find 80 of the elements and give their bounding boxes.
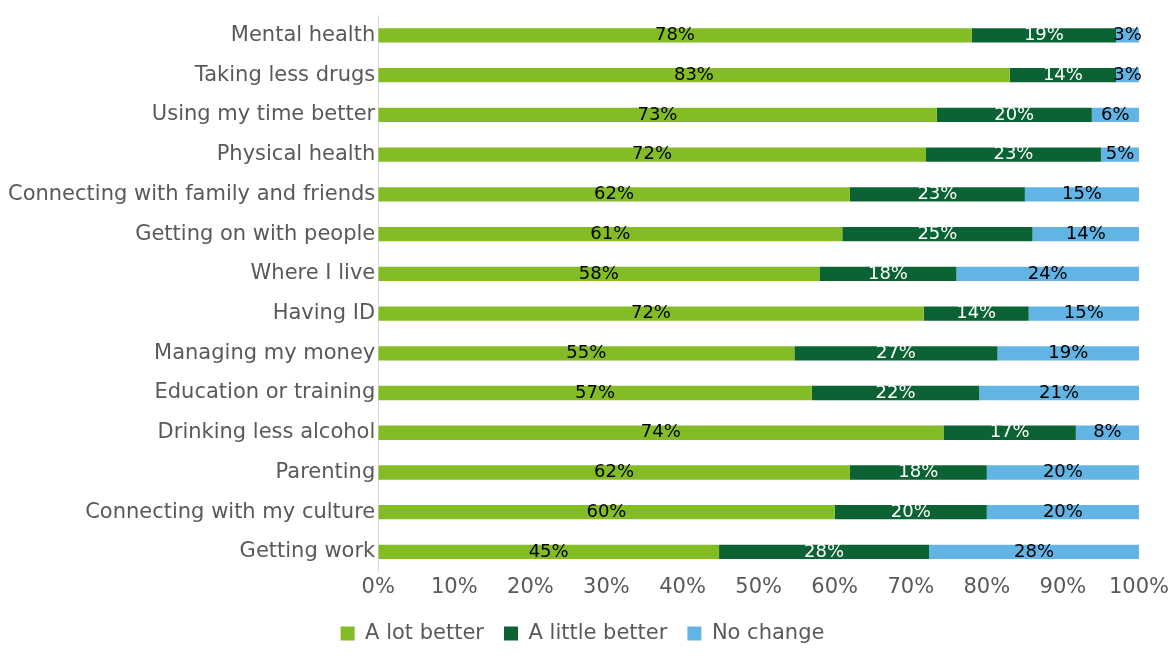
x-tick-label: 90% [1039,573,1087,598]
y-tick-label: Mental health [230,21,376,46]
x-tick-label: 30% [583,573,630,598]
data-label: 14% [1065,221,1106,243]
y-tick-label: Getting on with people [135,220,376,245]
bar [986,465,1139,480]
bar [849,465,987,480]
bar [1028,306,1139,321]
y-tick-label: Getting work [239,538,377,563]
data-label: 5% [1105,142,1135,164]
data-label: 72% [632,142,673,164]
x-tick-label: 10% [430,573,478,598]
bar [378,147,926,162]
y-tick-label: Using my time better [151,101,376,126]
y-tick-label: Having ID [272,300,376,325]
x-tick-label: 0% [361,573,395,598]
bar [378,226,843,242]
data-label: 61% [590,221,631,243]
bar [378,266,820,281]
bar [378,385,812,401]
bar [378,465,850,480]
data-label: 20% [1042,499,1083,521]
data-label: 28% [804,539,845,561]
data-label: 62% [594,182,635,204]
data-label: 15% [1061,182,1102,204]
bar [378,28,972,43]
x-tick-label: 20% [507,573,554,598]
y-tick-label: Education or training [154,379,376,404]
y-tick-label: Connecting with family and friends [7,180,376,205]
data-label: 57% [575,380,616,402]
bar [378,107,937,123]
y-tick-label: Connecting with my culture [85,498,376,523]
data-label: 73% [637,102,678,124]
data-label: 58% [578,261,619,283]
data-label: 21% [1039,380,1080,402]
data-label: 78% [654,23,695,45]
legend-label: A little better [528,619,668,644]
bar [925,147,1101,162]
bar [378,68,1010,83]
data-label: 28% [1013,539,1055,561]
bar [378,505,835,520]
bar [378,187,850,202]
x-tick-label: 80% [963,573,1011,598]
y-tick-label: Physical health [216,141,376,166]
data-label: 55% [566,340,607,362]
bar [378,306,924,321]
legend-label: No change [711,619,825,644]
bar [378,425,944,440]
x-tick-label: 50% [735,573,782,598]
bar [1024,187,1139,202]
bar [378,346,795,361]
x-tick-label: 60% [811,573,859,598]
x-tick-label: 40% [659,573,706,598]
y-tick-label: Where I live [250,260,376,285]
data-label: 19% [1048,340,1089,362]
bar [378,544,720,560]
y-tick-label: Drinking less alcohol [157,419,376,444]
data-label: 74% [640,420,681,442]
y-tick-label: Managing my money [154,339,376,364]
data-label: 72% [630,301,671,323]
x-tick-label: 70% [887,573,935,598]
data-label: 15% [1063,301,1104,323]
data-label: 6% [1101,102,1130,124]
y-tick-label: Parenting [275,458,376,483]
data-label: 45% [528,539,569,561]
data-label: 83% [673,62,714,84]
data-label: 18% [867,261,908,283]
data-label: 60% [586,499,627,521]
data-label: 20% [1042,460,1083,482]
x-tick-label: 100% [1108,573,1170,598]
legend-label: A lot better [365,619,485,644]
y-tick-label: Taking less drugs [193,61,376,86]
data-label: 24% [1027,261,1068,283]
data-label: 62% [594,460,635,482]
bar [794,346,998,361]
data-label: 8% [1093,420,1122,442]
data-label: 20% [994,102,1035,124]
data-label: 22% [875,380,916,402]
bar [849,187,1025,202]
bar [719,544,930,560]
